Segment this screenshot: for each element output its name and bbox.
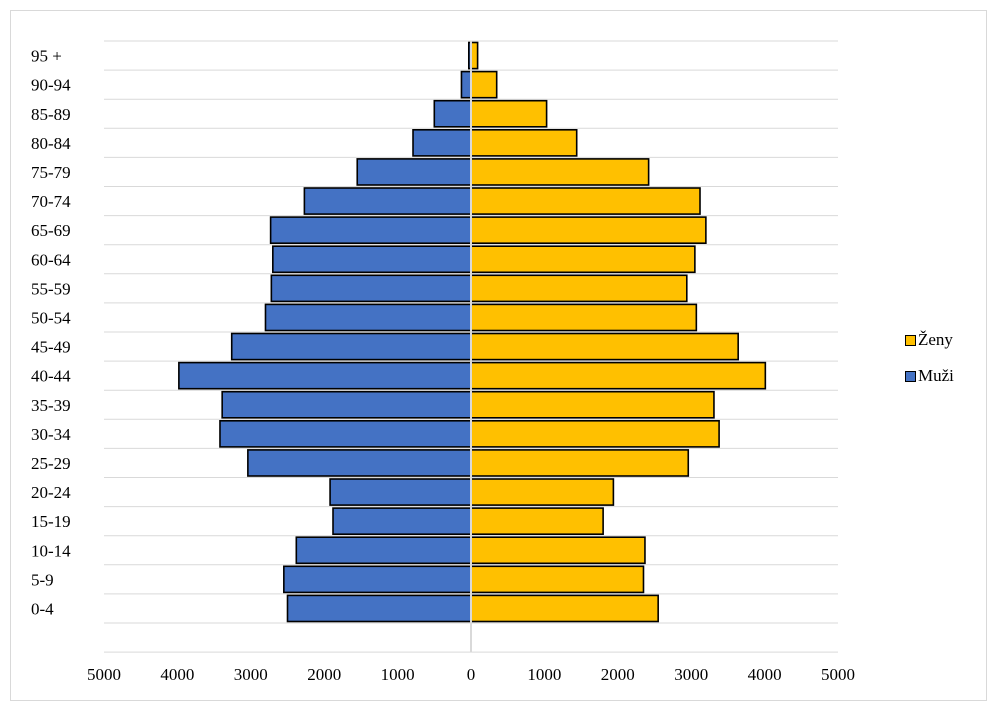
- bar-female-45-49: [470, 332, 739, 361]
- bar-male-80-84: [412, 129, 472, 157]
- bars: [178, 41, 767, 623]
- bar-male-40-44: [178, 361, 472, 390]
- bar-female-40-44: [470, 361, 767, 390]
- bar-male-65-69: [269, 216, 472, 245]
- age-label: 10-14: [31, 541, 71, 560]
- legend-swatch-male: [905, 370, 916, 382]
- bar-female-90-94: [470, 70, 498, 99]
- legend: Ženy Muži: [905, 329, 985, 387]
- x-tick-label: 0: [467, 665, 476, 684]
- legend-label-female: Ženy: [918, 330, 953, 349]
- age-label: 85-89: [31, 105, 71, 124]
- x-tick-label: 1000: [527, 665, 561, 684]
- bar-female-50-54: [470, 303, 698, 332]
- bar-female-75-79: [470, 158, 650, 186]
- age-label: 70-74: [31, 192, 71, 211]
- age-label: 30-34: [31, 425, 71, 444]
- bar-male-20-24: [329, 478, 472, 506]
- age-label: 20-24: [31, 483, 71, 502]
- bar-female-55-59: [470, 274, 688, 303]
- x-tick-label: 5000: [87, 665, 121, 684]
- bar-female-70-74: [470, 187, 701, 215]
- bar-male-15-19: [332, 507, 472, 536]
- x-tick-label: 3000: [674, 665, 708, 684]
- age-label: 80-84: [31, 134, 71, 153]
- age-label: 90-94: [31, 76, 71, 95]
- bar-male-70-74: [303, 187, 472, 215]
- age-label: 95 +: [31, 47, 62, 66]
- bar-male-45-49: [230, 332, 472, 361]
- age-label: 75-79: [31, 163, 71, 182]
- bar-male-35-39: [221, 390, 472, 419]
- x-tick-labels: 5000 4000 3000 2000 1000 0 1000 2000 3000 4000 500…: [87, 665, 855, 684]
- bar-female-20-24: [470, 478, 615, 506]
- legend-item-female: Ženy: [905, 329, 985, 351]
- age-label: 25-29: [31, 454, 71, 473]
- age-label: 55-59: [31, 279, 71, 298]
- legend-label-male: Muži: [918, 366, 954, 385]
- age-label: 40-44: [31, 367, 71, 386]
- age-label: 35-39: [31, 396, 71, 415]
- bar-male-60-64: [272, 245, 472, 274]
- bar-male-50-54: [264, 303, 472, 332]
- age-label: 45-49: [31, 338, 71, 357]
- age-label: 0-4: [31, 599, 54, 618]
- legend-item-male: Muži: [905, 365, 985, 387]
- bar-male-25-29: [247, 449, 472, 477]
- bar-male-75-79: [356, 158, 472, 186]
- x-tick-label: 1000: [381, 665, 415, 684]
- bar-female-30-34: [470, 419, 720, 448]
- age-group-labels: 0-4 5-9 10-14 15-19 20-24 25-29 30-34 35-39 40-4…: [31, 47, 71, 619]
- x-tick-label: 4000: [748, 665, 782, 684]
- bar-male-5-9: [283, 565, 472, 594]
- bar-female-10-14: [470, 536, 646, 565]
- x-tick-label: 3000: [234, 665, 268, 684]
- x-tick-label: 2000: [307, 665, 341, 684]
- bar-female-65-69: [470, 216, 707, 245]
- age-label: 5-9: [31, 570, 54, 589]
- age-label: 15-19: [31, 512, 71, 531]
- x-tick-label: 2000: [601, 665, 635, 684]
- bar-female-80-84: [470, 129, 578, 157]
- legend-swatch-female: [905, 334, 916, 346]
- bar-female-0-4: [470, 594, 659, 623]
- bar-male-10-14: [295, 536, 472, 565]
- bar-female-35-39: [470, 390, 715, 419]
- x-tick-label: 4000: [160, 665, 194, 684]
- age-label: 65-69: [31, 221, 71, 240]
- bar-male-90-94: [460, 70, 472, 99]
- bar-female-5-9: [470, 565, 645, 594]
- age-label: 50-54: [31, 308, 71, 327]
- x-tick-label: 5000: [821, 665, 855, 684]
- bar-female-25-29: [470, 449, 690, 477]
- bar-female-15-19: [470, 507, 604, 536]
- bar-male-0-4: [286, 594, 472, 623]
- bar-male-85-89: [433, 99, 472, 128]
- bar-female-85-89: [470, 99, 548, 128]
- bar-male-30-34: [219, 419, 472, 448]
- bar-female-60-64: [470, 245, 696, 274]
- bar-male-55-59: [270, 274, 472, 303]
- age-label: 60-64: [31, 250, 71, 269]
